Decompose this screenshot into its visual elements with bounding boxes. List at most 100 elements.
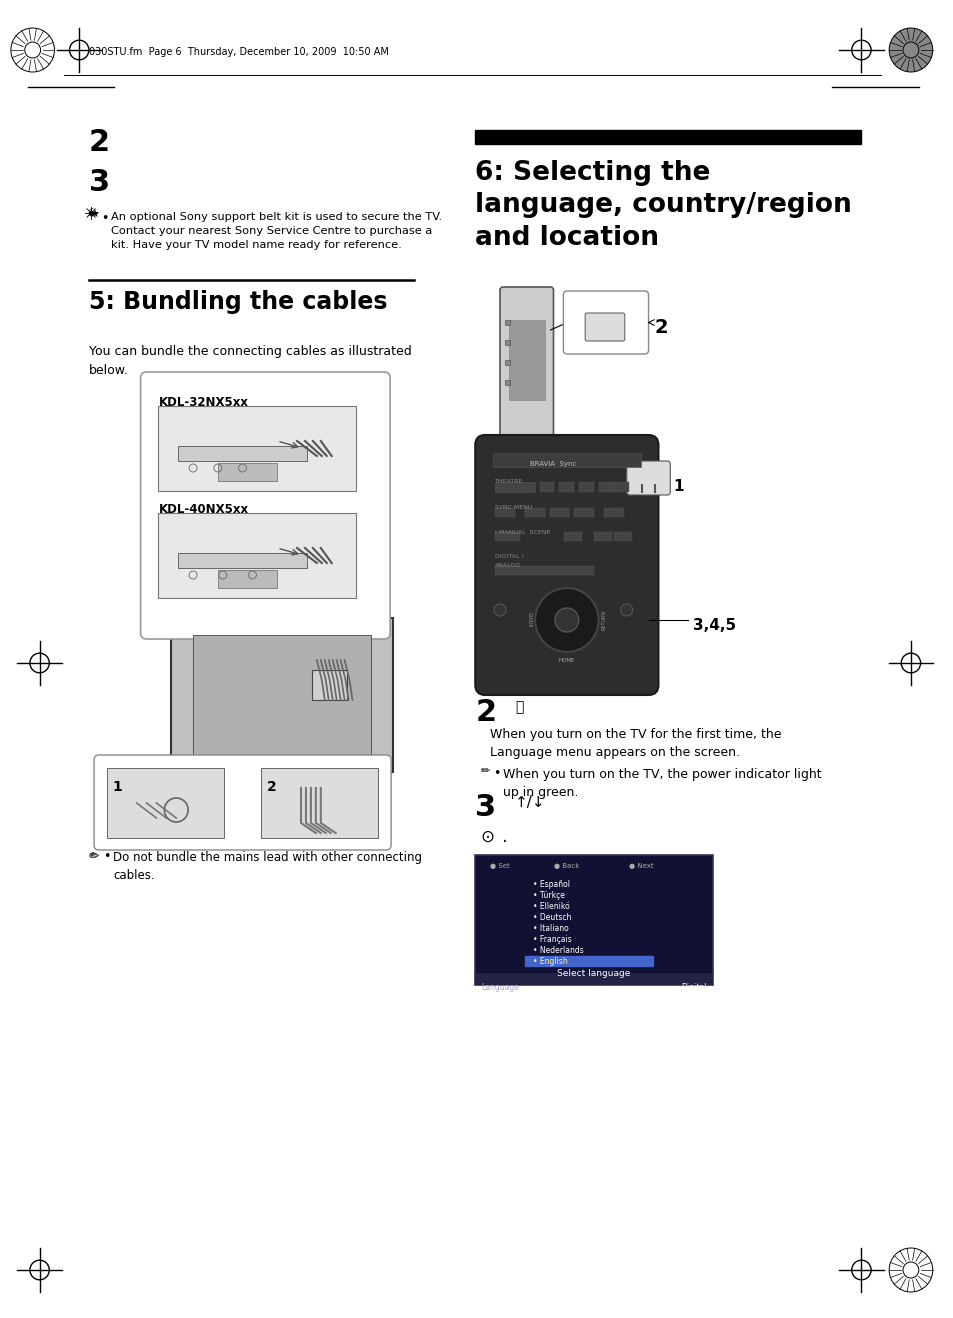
FancyBboxPatch shape [172,618,393,772]
Text: 2: 2 [475,699,496,728]
Bar [574,507,594,517]
Text: HOME: HOME [558,658,575,663]
Bar [603,507,623,517]
Bar [564,532,581,540]
Bar [493,453,640,467]
Text: When you turn on the TV, the power indicator light
up in green.: When you turn on the TV, the power indic… [502,768,821,799]
Bar [178,445,307,461]
Text: 6: Selecting the
language, country/region
and location: 6: Selecting the language, country/regio… [475,159,851,250]
Text: KDL-32NX5xx: KDL-32NX5xx [158,395,248,409]
Bar [504,380,510,385]
Text: 3: 3 [89,167,111,196]
Bar [594,532,611,540]
Text: • English: • English [532,957,567,966]
Text: KDL-40NX5xx: KDL-40NX5xx [158,503,249,517]
Text: SYNC MENU: SYNC MENU [495,505,532,510]
Circle shape [888,28,932,72]
Bar [504,360,510,365]
Bar [261,768,377,838]
Text: 2: 2 [89,128,111,157]
Text: Digital: Digital [680,983,706,992]
Circle shape [535,588,598,652]
Text: .: . [497,828,507,846]
Bar [539,482,554,492]
Text: ● Next: ● Next [628,863,653,869]
Text: ANALOG: ANALOG [495,563,521,568]
Bar [495,507,515,517]
Bar [524,507,544,517]
Text: • Nederlands: • Nederlands [532,946,583,956]
Text: 2: 2 [654,318,667,337]
Bar [524,956,653,966]
Text: • Español: • Español [532,880,569,890]
Bar [508,320,544,399]
Text: Do not bundle the mains lead with other connecting
cables.: Do not bundle the mains lead with other … [112,851,421,882]
Bar [495,565,594,575]
Bar [242,768,321,788]
Text: ★: ★ [89,210,99,220]
Text: ☾: ☾ [87,208,97,217]
Text: 1: 1 [475,660,496,689]
Bar [495,532,519,540]
FancyBboxPatch shape [94,755,391,850]
FancyBboxPatch shape [584,312,624,341]
Text: You can bundle the connecting cables as illustrated
below.: You can bundle the connecting cables as … [89,345,412,377]
Bar [504,320,510,326]
Text: •: • [493,767,500,780]
Text: When you turn on the TV for the first time, the
Language menu appears on the scr: When you turn on the TV for the first ti… [490,728,781,759]
Text: THEATRE: THEATRE [495,478,523,484]
Bar [475,855,712,985]
Bar [549,507,569,517]
Circle shape [494,604,505,616]
Text: • Deutsch: • Deutsch [532,913,571,923]
Text: GUIDE: GUIDE [526,612,531,627]
Text: 3: 3 [475,793,496,822]
Bar [217,463,277,481]
Bar [158,406,356,492]
Bar [598,482,613,492]
Text: ✏: ✏ [479,766,489,776]
Text: Select language: Select language [557,969,630,978]
Text: • Ellenikó: • Ellenikó [532,902,569,911]
Text: ● Set: ● Set [490,863,509,869]
Text: DIGITAL /: DIGITAL / [495,554,523,558]
Text: • Italiano: • Italiano [532,924,568,933]
Text: •: • [103,850,111,863]
Text: 1: 1 [673,478,683,494]
Bar [475,130,861,144]
Text: 5: Bundling the cables: 5: Bundling the cables [89,290,387,314]
Bar [495,482,534,492]
Text: ⊙: ⊙ [479,828,494,846]
FancyBboxPatch shape [563,291,648,355]
FancyBboxPatch shape [475,435,658,695]
Bar [504,340,510,345]
Bar [475,973,712,985]
Text: Language: Language [480,983,518,992]
FancyBboxPatch shape [499,287,553,448]
Text: ↑/↓: ↑/↓ [515,795,545,811]
Bar [193,635,371,755]
Text: BRAVIA  Sync: BRAVIA Sync [529,461,576,467]
Bar [217,569,277,588]
Bar [558,482,574,492]
Polygon shape [245,633,332,635]
Text: ⏻: ⏻ [592,312,600,327]
Ellipse shape [497,447,556,459]
Bar [267,753,296,770]
Text: z: z [91,851,94,857]
Text: •: • [101,212,109,225]
Bar [312,670,346,700]
Text: • Français: • Français [532,934,571,944]
Bar [578,482,594,492]
Text: 1: 1 [112,780,123,793]
Text: 3,4,5: 3,4,5 [693,618,736,633]
Text: i-MANUAL  SCENE: i-MANUAL SCENE [495,530,550,535]
Bar [613,482,628,492]
Text: ✏: ✏ [89,850,99,863]
Bar [613,532,631,540]
Text: ⏻: ⏻ [515,700,522,714]
Text: An optional Sony support belt kit is used to secure the TV.
Contact your nearest: An optional Sony support belt kit is use… [111,212,441,250]
FancyBboxPatch shape [140,372,390,639]
Text: 030STU.fm  Page 6  Thursday, December 10, 2009  10:50 AM: 030STU.fm Page 6 Thursday, December 10, … [89,47,389,57]
Circle shape [555,608,578,633]
